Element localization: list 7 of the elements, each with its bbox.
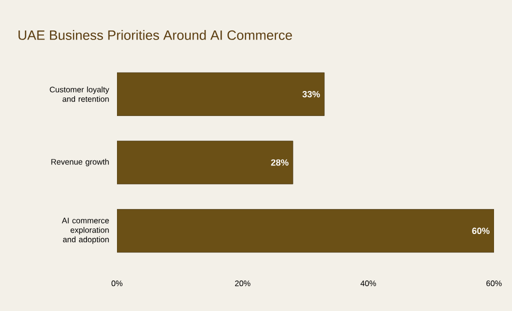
data-label: 33% [302,90,320,98]
bar [117,209,494,253]
bar [117,72,325,116]
bar [117,140,294,184]
chart-title: UAE Business Priorities Around AI Commerce [18,30,292,40]
data-label: 28% [271,159,288,166]
data-label: 60% [472,228,490,234]
